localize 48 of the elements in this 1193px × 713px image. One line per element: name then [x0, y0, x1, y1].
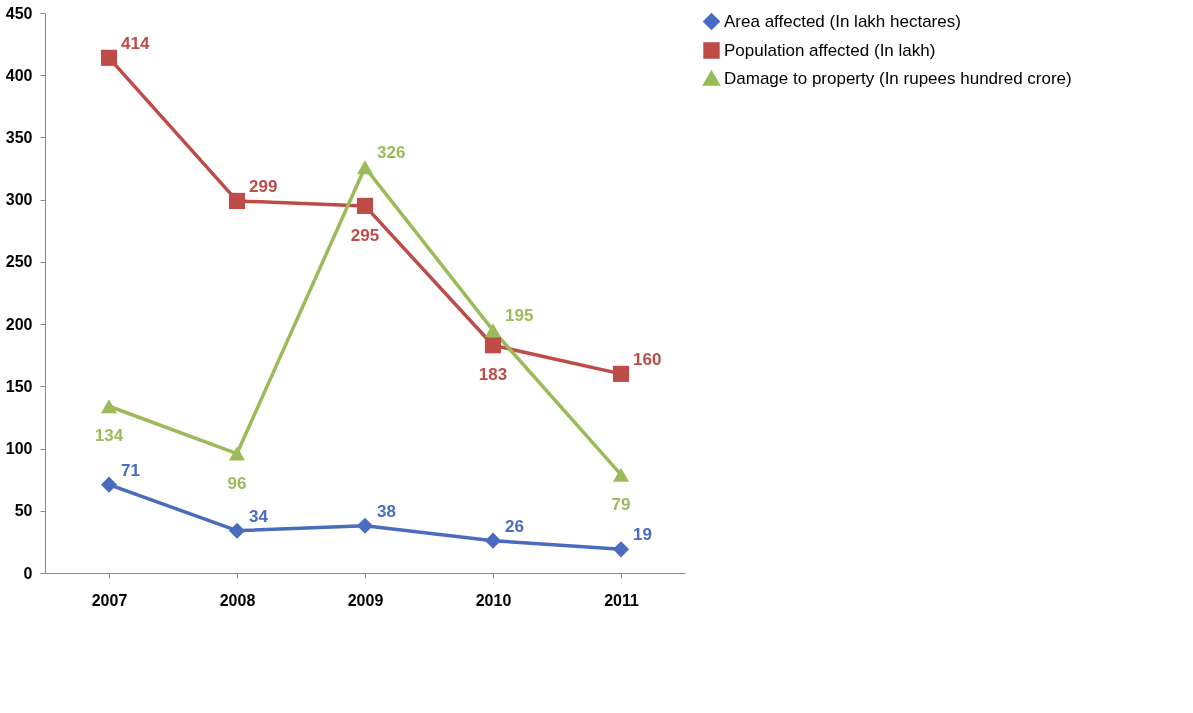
- x-tick-label: 2008: [219, 591, 256, 609]
- data-label: 295: [350, 225, 380, 245]
- x-tick-label: 2009: [347, 591, 384, 609]
- x-tick-label: 2011: [604, 591, 639, 609]
- data-label: 34: [249, 506, 269, 526]
- point: [100, 476, 118, 493]
- data-label: 38: [377, 501, 396, 521]
- y-tick-label: 200: [5, 315, 33, 333]
- point: [228, 192, 246, 209]
- y-tick-label: 300: [5, 191, 33, 209]
- data-label: 96: [227, 473, 247, 493]
- data-label: 326: [377, 143, 406, 163]
- legend-label: Population affected (In lakh): [724, 40, 936, 60]
- data-label: 195: [505, 306, 534, 326]
- data-label: 299: [249, 176, 278, 196]
- y-tick-label: 350: [5, 128, 33, 146]
- x-tick-label: 2010: [475, 591, 512, 609]
- point: [356, 160, 374, 175]
- point: [100, 399, 118, 414]
- y-tick-label: 450: [5, 4, 33, 22]
- point: [612, 365, 630, 382]
- data-label: 71: [121, 460, 140, 480]
- data-label: 19: [633, 525, 652, 545]
- y-tick-label: 100: [5, 440, 33, 458]
- data-label: 414: [121, 33, 150, 53]
- point: [484, 323, 502, 338]
- point: [100, 49, 118, 66]
- point: [612, 541, 630, 558]
- y-tick-label: 150: [5, 377, 33, 395]
- point: [484, 532, 502, 549]
- point: [228, 446, 246, 461]
- x-tick-label: 2007: [91, 591, 128, 609]
- data-label: 183: [478, 365, 508, 385]
- data-label: 160: [633, 349, 662, 369]
- data-label: 26: [505, 516, 524, 536]
- point: [228, 522, 246, 539]
- y-tick-label: 0: [23, 564, 33, 582]
- point: [484, 337, 502, 354]
- point: [356, 197, 374, 214]
- data-label: 134: [94, 426, 124, 446]
- y-tick-label: 400: [5, 66, 33, 84]
- legend-label: Damage to property (In rupees hundred crore): [724, 68, 1072, 88]
- point: [612, 467, 630, 482]
- y-tick-label: 250: [5, 253, 33, 271]
- y-tick-label: 50: [14, 502, 33, 520]
- point: [356, 517, 374, 534]
- data-label: 79: [611, 494, 631, 514]
- legend-label: Area affected (In lakh hectares): [724, 11, 961, 31]
